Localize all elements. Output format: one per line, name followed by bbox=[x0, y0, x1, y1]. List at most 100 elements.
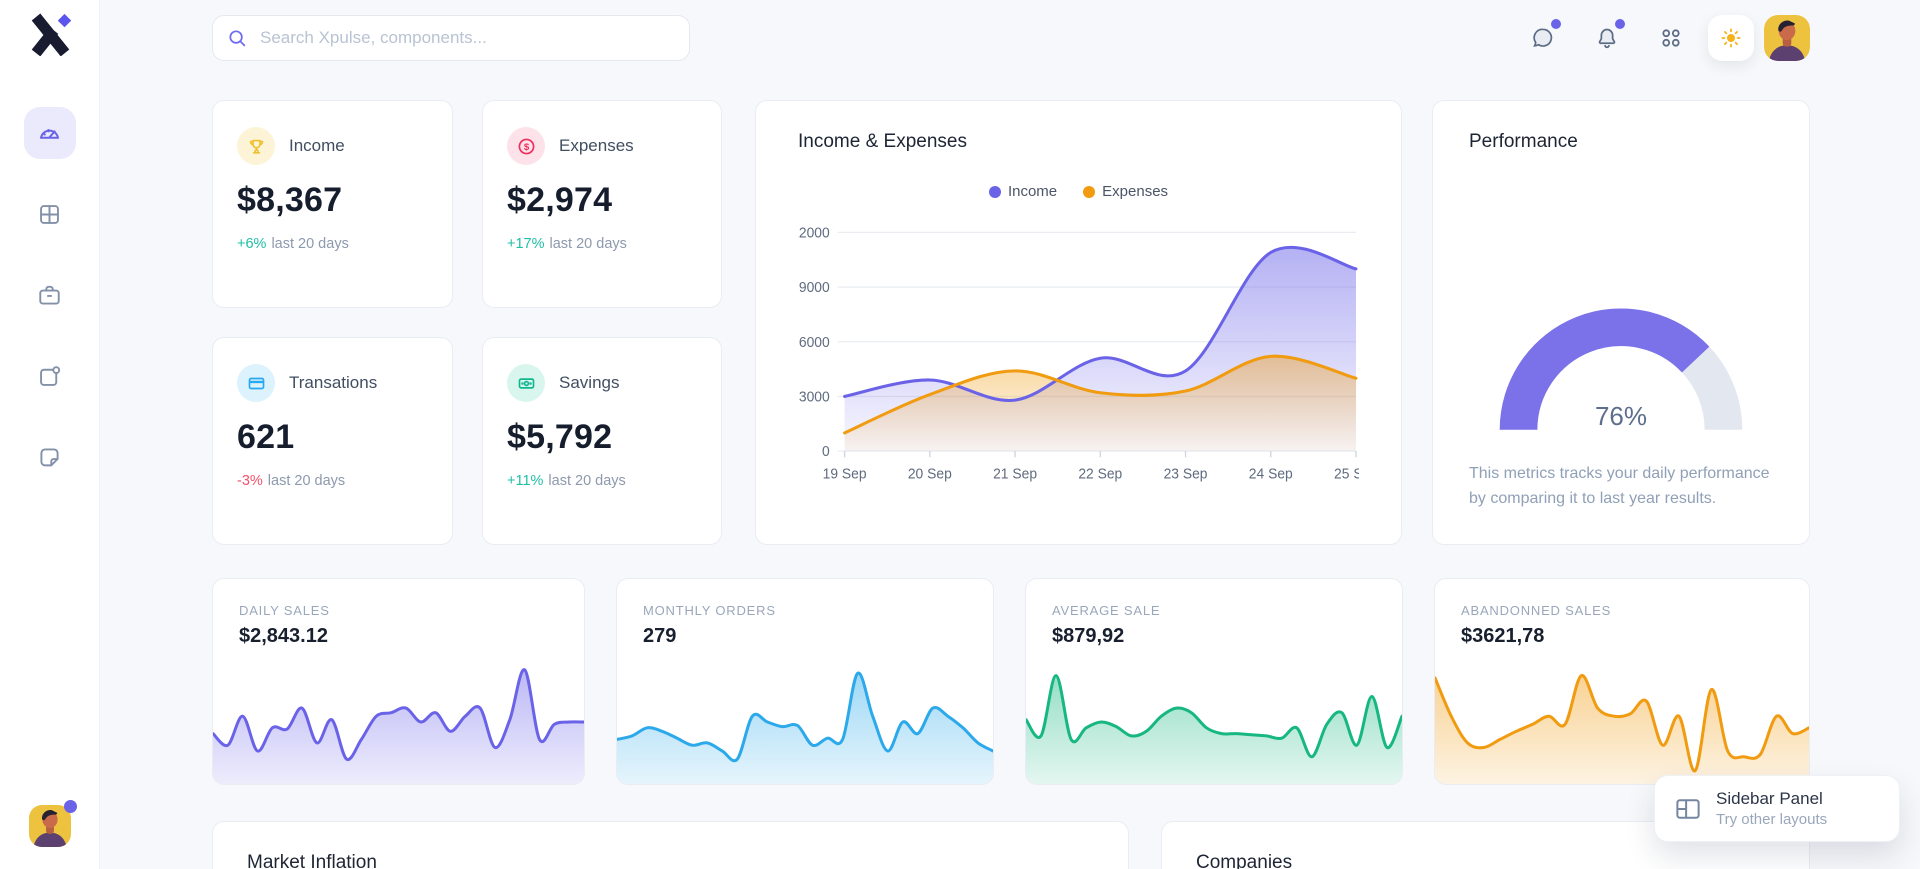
stat-value: 621 bbox=[237, 418, 295, 456]
user-avatar bbox=[1764, 15, 1810, 61]
stat-icon-0 bbox=[237, 127, 275, 165]
spark-svg-1 bbox=[617, 656, 993, 784]
user-menu-button[interactable] bbox=[1764, 15, 1810, 61]
stat-change-2: -3% bbox=[237, 473, 263, 489]
stat-head: Income bbox=[237, 127, 428, 165]
performance-title: Performance bbox=[1469, 131, 1578, 152]
sidebar-item-notes[interactable] bbox=[24, 431, 76, 483]
chart-legend: Income Expenses bbox=[798, 183, 1359, 200]
box-notification-icon bbox=[40, 365, 61, 386]
bell-icon bbox=[1598, 28, 1616, 49]
search-input[interactable] bbox=[212, 15, 690, 61]
svg-text:6000: 6000 bbox=[799, 334, 830, 350]
stat-label: Expenses bbox=[559, 136, 634, 155]
sidebar bbox=[0, 0, 100, 869]
legend-income-dot bbox=[988, 185, 1001, 198]
apps-menu-button[interactable] bbox=[1656, 23, 1686, 53]
bottom-row: Market Inflation Companies bbox=[212, 821, 1810, 869]
svg-text:9000: 9000 bbox=[799, 279, 830, 295]
kpi-label: DAILY SALES bbox=[239, 603, 330, 618]
legend-expenses[interactable]: Expenses bbox=[1083, 183, 1168, 200]
spark-svg-2 bbox=[1026, 656, 1402, 784]
user-avatar bbox=[28, 805, 71, 847]
legend-income-label: Income bbox=[1007, 183, 1058, 200]
sidebar-panel-tooltip[interactable]: Sidebar Panel Try other layouts bbox=[1654, 775, 1900, 842]
stat-sub: +6% last 20 days bbox=[237, 236, 428, 252]
sidebar-item-widgets[interactable] bbox=[24, 188, 76, 240]
main-content: Income $8,367 +6%last 20 days bbox=[100, 0, 1920, 869]
sidebar-item-dashboard[interactable] bbox=[23, 107, 76, 159]
dashboard-gauge-icon bbox=[40, 128, 59, 139]
stat-change-1: +17% bbox=[507, 236, 545, 252]
stat-label: Transations bbox=[289, 373, 378, 392]
tooltip-subtitle: Try other layouts bbox=[1716, 811, 1828, 828]
sidebar-item-apps[interactable] bbox=[24, 350, 76, 402]
average-sale-card: AVERAGE SALE $879,92 bbox=[1025, 578, 1403, 785]
kpi-label: AVERAGE SALE bbox=[1052, 603, 1161, 618]
kpi-row: DAILY SALES $2,843.12 MONTHLY ORDERS 279… bbox=[212, 578, 1810, 785]
spark-svg-3 bbox=[1435, 656, 1809, 784]
svg-text:0: 0 bbox=[822, 443, 830, 459]
svg-text:20 Sep: 20 Sep bbox=[908, 466, 952, 482]
legend-income[interactable]: Income bbox=[988, 183, 1058, 200]
legend-expenses-dot bbox=[1083, 185, 1096, 198]
stat-icon-1: $ bbox=[507, 127, 545, 165]
notifications-badge-dot bbox=[1615, 19, 1625, 29]
stat-period: last 20 days bbox=[548, 473, 626, 489]
stat-change-3: +11% bbox=[507, 473, 544, 489]
topbar bbox=[212, 15, 1810, 61]
stat-value: $8,367 bbox=[237, 181, 343, 219]
daily-sales-card: DAILY SALES $2,843.12 bbox=[212, 578, 585, 785]
income-expenses-svg: 12000 9000 6000 3000 0 19 Sep 20 Sep 21 Sep 22 S… bbox=[798, 224, 1359, 482]
performance-description: This metrics tracks your daily performan… bbox=[1469, 465, 1770, 508]
performance-gauge: 76% bbox=[1495, 298, 1747, 436]
stat-head: Savings bbox=[507, 364, 697, 402]
stat-period: last 20 days bbox=[267, 473, 346, 489]
chat-icon bbox=[1533, 28, 1553, 47]
notifications-button[interactable] bbox=[1592, 19, 1625, 53]
companies-title: Companies bbox=[1196, 852, 1293, 869]
svg-text:23 Sep: 23 Sep bbox=[1164, 466, 1208, 482]
stat-head: Transations bbox=[237, 364, 428, 402]
chat-badge-dot bbox=[1551, 19, 1561, 29]
stat-head: $ Expenses bbox=[507, 127, 697, 165]
sun-theme-icon bbox=[1721, 28, 1741, 48]
tooltip-title: Sidebar Panel bbox=[1716, 789, 1823, 808]
briefcase-icon bbox=[39, 285, 60, 305]
stat-icon-2 bbox=[237, 364, 275, 402]
chart-title: Income & Expenses bbox=[798, 131, 967, 152]
theme-toggle-button[interactable] bbox=[1708, 15, 1754, 61]
search-icon bbox=[229, 30, 246, 47]
market-inflation-card: Market Inflation bbox=[212, 821, 1129, 869]
legend-expenses-label: Expenses bbox=[1102, 183, 1169, 200]
stat-period: last 20 days bbox=[549, 236, 627, 252]
kpi-value: $3621,78 bbox=[1461, 625, 1545, 647]
kpi-value: $879,92 bbox=[1052, 625, 1125, 647]
trophy-icon bbox=[249, 139, 263, 154]
kpi-value: 279 bbox=[643, 625, 677, 647]
abandonned-sales-card: ABANDONNED SALES $3621,78 bbox=[1434, 578, 1810, 785]
monthly-orders-card: MONTHLY ORDERS 279 bbox=[616, 578, 994, 785]
sidebar-user-avatar[interactable] bbox=[28, 800, 77, 847]
xpulse-logo[interactable] bbox=[28, 12, 72, 56]
transactions-stat-card: Transations 621 -3% last 20 days bbox=[212, 337, 453, 545]
expenses-stat-card: $ Expenses $2,974 +17% last 20 days bbox=[482, 100, 722, 308]
kpi-label: MONTHLY ORDERS bbox=[643, 603, 776, 618]
svg-text:21 Sep: 21 Sep bbox=[993, 466, 1037, 482]
income-expenses-card: Income & Expenses Income Expenses 12000 9… bbox=[755, 100, 1402, 545]
kpi-value: $2,843.12 bbox=[239, 625, 328, 647]
savings-stat-card: Savings $5,792 +11% last 20 days bbox=[482, 337, 722, 545]
svg-text:12000: 12000 bbox=[798, 224, 830, 240]
svg-text:3000: 3000 bbox=[799, 388, 830, 404]
dollar-glyph: $ bbox=[523, 142, 529, 153]
topbar-actions bbox=[1528, 15, 1810, 61]
sidebar-item-projects[interactable] bbox=[24, 269, 76, 321]
stat-value: $5,792 bbox=[507, 418, 613, 456]
stat-sub: +17% last 20 days bbox=[507, 236, 697, 252]
svg-text:25 Sep: 25 Sep bbox=[1334, 466, 1359, 482]
dollar-coin-icon: $ bbox=[518, 138, 534, 154]
stat-value: $2,974 bbox=[507, 181, 613, 219]
chat-button[interactable] bbox=[1528, 19, 1561, 53]
gauge-percent: 76% bbox=[1594, 401, 1648, 432]
svg-text:22 Sep: 22 Sep bbox=[1078, 466, 1122, 482]
